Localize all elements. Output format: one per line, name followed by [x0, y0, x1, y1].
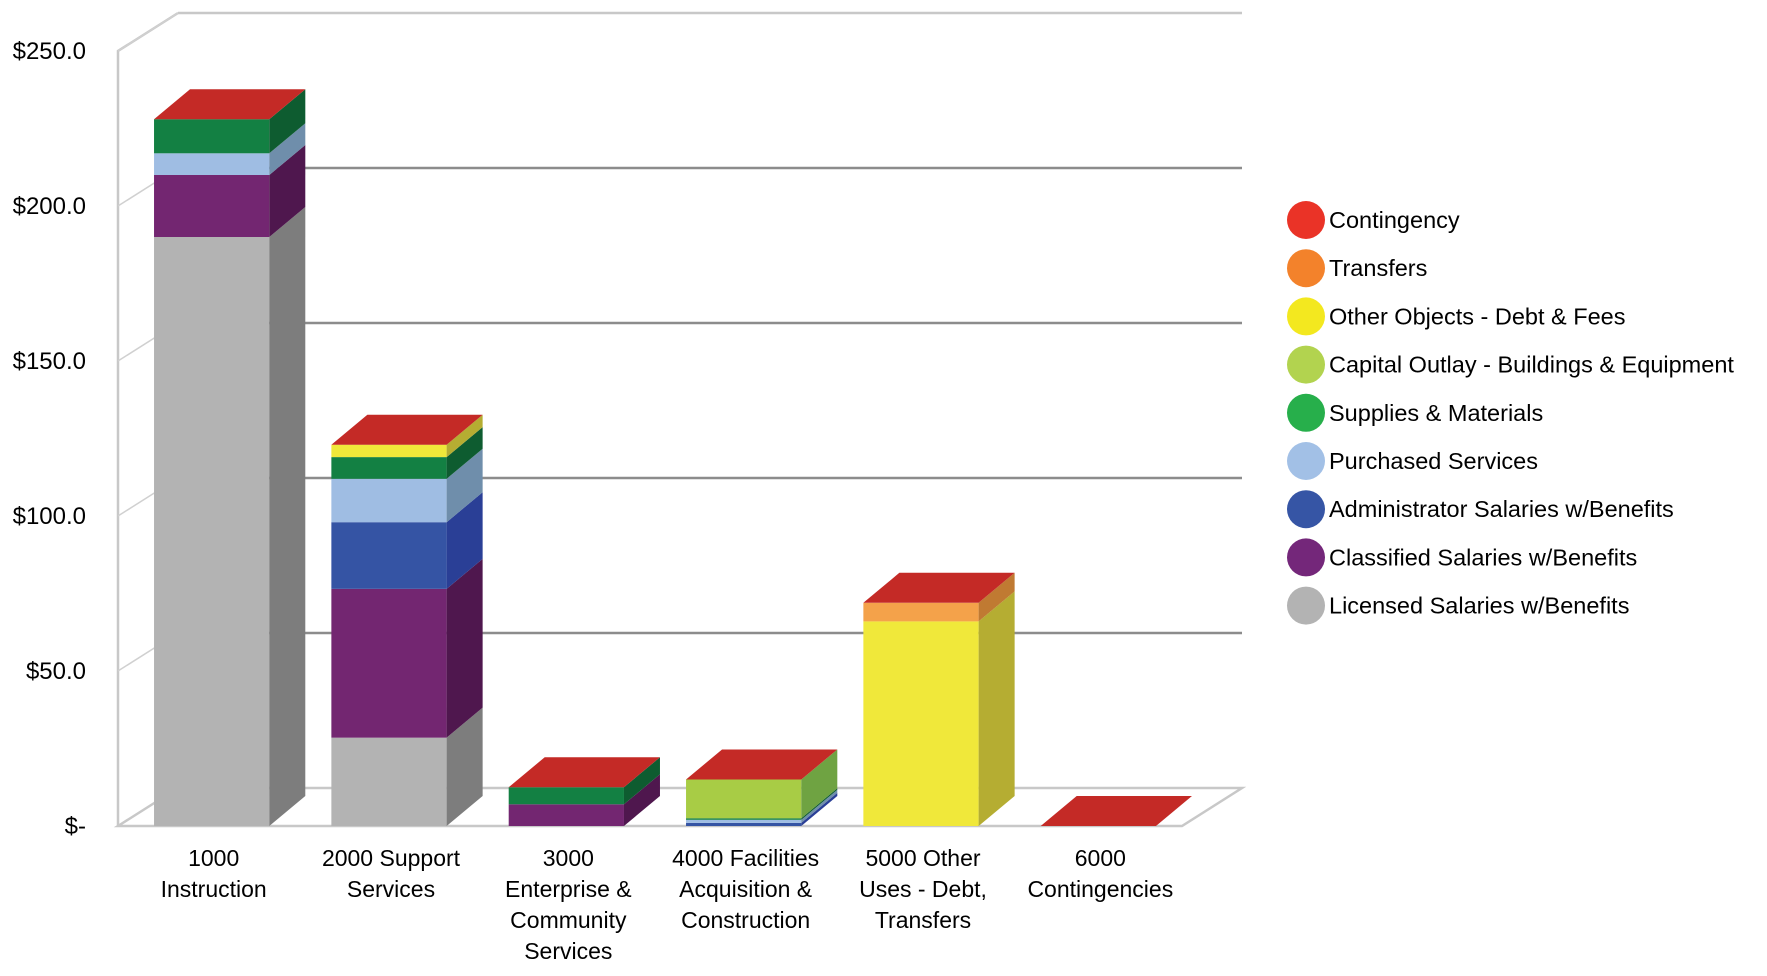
bar-segment [331, 457, 447, 479]
y-tick-label: $- [65, 813, 86, 840]
bar-segment-side [446, 427, 483, 479]
bar-segment-side [269, 123, 306, 175]
gridline-depth [117, 12, 179, 52]
bar-top-cap [686, 749, 838, 780]
legend-swatch [1287, 393, 1325, 432]
bar-segment [154, 237, 270, 826]
bar-segment [331, 444, 447, 458]
bar-segment-side [269, 207, 306, 826]
legend: Contingency Transfers Other Objects - Debt… [1287, 201, 1734, 625]
legend-label: Licensed Salaries w/Benefits [1329, 593, 1629, 619]
bar-segment [863, 602, 979, 622]
legend-swatch [1287, 586, 1325, 625]
y-tick-label: $100.0 [13, 503, 86, 530]
bar-segment-side [623, 774, 660, 826]
bar-segment-side [801, 792, 838, 826]
bar-top-cap [1040, 796, 1192, 826]
bar-segment [154, 119, 270, 154]
legend-swatch [1287, 345, 1325, 384]
legend-label: Purchased Services [1329, 448, 1538, 474]
legend-label: Supplies & Materials [1329, 400, 1543, 426]
bar-segment [686, 818, 802, 820]
legend-label: Other Objects - Debt & Fees [1329, 303, 1625, 329]
x-tick-label: 5000 Other Uses - Debt, Transfers [859, 845, 987, 933]
legend-swatch [1287, 442, 1325, 480]
bar-segment-side [978, 572, 1015, 622]
bar-segment [331, 522, 447, 589]
bar-segment-side [446, 492, 483, 589]
bar-segment-side [446, 558, 483, 738]
y-tick-label: $50.0 [26, 658, 86, 685]
legend-label: Capital Outlay - Buildings & Equipment [1329, 352, 1734, 378]
bar-segment [331, 588, 447, 738]
x-tick-label: 4000 Facilities Acquisition & Construction [672, 845, 819, 933]
legend-swatch [1287, 538, 1325, 577]
x-axis-ticks: 1000 Instruction 2000 Support Services 3000 E… [161, 845, 1174, 964]
bar-top-cap [331, 414, 483, 445]
legend-label: Administrator Salaries w/Benefits [1329, 496, 1674, 522]
bar-segment-side [446, 448, 483, 523]
bar-segment-side [801, 789, 838, 823]
bar-segment-side [801, 788, 838, 820]
y-axis-ticks: $- $50.0 $100.0 $150.0 $200.0 $250.0 [13, 38, 86, 840]
bar-segment-side [269, 89, 306, 154]
bar-segment-side [269, 145, 306, 237]
y-tick-label: $250.0 [13, 38, 86, 65]
gridlines [117, 11, 1242, 672]
bar-segment-side [801, 749, 838, 819]
legend-label: Contingency [1329, 207, 1460, 233]
bar-segment-side [623, 757, 660, 805]
bar-segment [331, 737, 447, 826]
bar-top-cap [863, 572, 1015, 603]
bar-segment [154, 175, 270, 237]
bar-top-cap [154, 89, 306, 120]
bar-segment [686, 822, 802, 826]
bar-segment [331, 478, 447, 523]
bar-segment [508, 804, 624, 826]
bar-segment [154, 153, 270, 175]
legend-swatch [1287, 201, 1325, 239]
y-tick-label: $150.0 [13, 348, 86, 375]
x-tick-label: 3000 Enterprise & Community Services [505, 845, 632, 964]
bar-segment [686, 819, 802, 823]
legend-swatch [1287, 249, 1325, 288]
bar-segment [686, 779, 802, 819]
x-tick-label: 2000 Support Services [322, 845, 461, 902]
bar-segment [508, 787, 624, 805]
bar-segment-side [446, 707, 483, 826]
bar-segment [863, 621, 979, 826]
bar-top-cap [508, 757, 660, 788]
x-tick-label: 6000 Contingencies [1027, 845, 1173, 902]
bar-segment-side [978, 591, 1015, 826]
legend-label: Transfers [1329, 255, 1427, 281]
x-tick-label: 1000 Instruction [161, 845, 267, 902]
y-tick-label: $200.0 [13, 193, 86, 220]
bar-segment-side [446, 414, 483, 458]
bars [154, 89, 1192, 826]
legend-label: Classified Salaries w/Benefits [1329, 544, 1637, 570]
legend-swatch [1287, 297, 1325, 336]
legend-swatch [1287, 490, 1325, 529]
